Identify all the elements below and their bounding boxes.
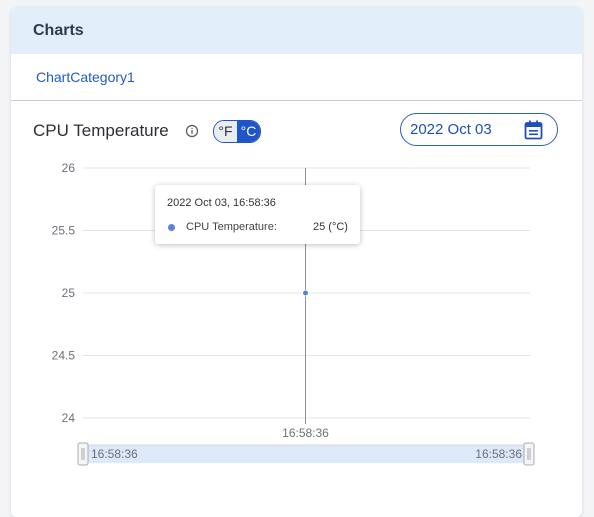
date-picker[interactable]: 2022 Oct 03 [400, 113, 558, 146]
tooltip-series-marker [168, 224, 175, 231]
series-cpu-temperature [302, 289, 309, 297]
y-tick-label: 24.5 [52, 349, 76, 363]
card-header: Charts [11, 7, 582, 54]
y-tick-label: 25.5 [52, 224, 76, 238]
y-tick-label: 24 [62, 411, 76, 425]
calendar-icon [524, 120, 543, 140]
slider-handle-right[interactable] [523, 442, 535, 466]
tooltip-value: 25 (°C) [313, 221, 348, 233]
slider-end-label: 16:58:36 [475, 447, 522, 461]
date-picker-value: 2022 Oct 03 [410, 121, 492, 138]
y-tick-label: 25 [62, 286, 76, 300]
info-icon[interactable] [184, 123, 200, 139]
data-point [302, 289, 309, 297]
charts-card: Charts ChartCategory1 [11, 7, 582, 517]
unit-toggle[interactable]: °F °C [213, 120, 261, 143]
unit-celsius-option[interactable]: °C [237, 121, 260, 142]
chart-title-row: CPU Temperature °F °C 2022 Oct 03 [11, 101, 582, 161]
x-axis-tick-labels: 16:58:36 [282, 418, 329, 440]
chart-category-link[interactable]: ChartCategory1 [36, 69, 135, 85]
x-tick-label: 16:58:36 [282, 426, 329, 440]
tooltip-series-label: CPU Temperature: [186, 221, 277, 233]
card-title: Charts [33, 21, 84, 39]
unit-fahrenheit-option[interactable]: °F [214, 121, 237, 142]
y-axis-tick-labels: 26 25.5 25 24.5 24 [52, 161, 76, 425]
slider-track[interactable] [83, 445, 530, 463]
category-row: ChartCategory1 [11, 54, 582, 101]
tooltip-time: 2022 Oct 03, 16:58:36 [167, 197, 276, 209]
chart-title: CPU Temperature [33, 121, 169, 140]
y-tick-label: 26 [62, 161, 76, 175]
slider-handle-left[interactable] [77, 442, 89, 466]
cpu-temperature-chart: 26 25.5 25 24.5 24 16:58:36 16:58:36 16:58:36 [52, 161, 535, 466]
slider-start-label: 16:58:36 [91, 447, 138, 461]
data-zoom-slider[interactable]: 16:58:36 16:58:36 [77, 442, 535, 466]
chart-tooltip: 2022 Oct 03, 16:58:36 CPU Temperature: 2… [155, 185, 360, 244]
